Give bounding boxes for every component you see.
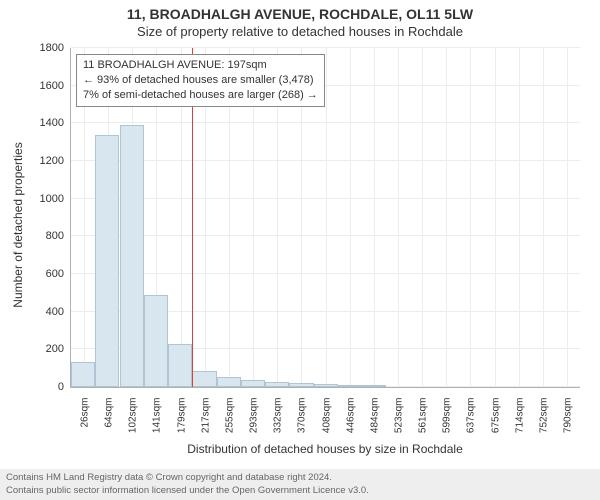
- y-tick-label: 1800: [4, 42, 64, 54]
- y-tick-label: 800: [4, 230, 64, 242]
- y-tick-label: 600: [4, 268, 64, 280]
- page-title: 11, BROADHALGH AVENUE, ROCHDALE, OL11 5L…: [0, 0, 600, 22]
- y-tick-label: 1200: [4, 155, 64, 167]
- histogram-bar: [168, 344, 192, 387]
- page: 11, BROADHALGH AVENUE, ROCHDALE, OL11 5L…: [0, 0, 600, 500]
- gridline-v: [446, 48, 447, 387]
- footnote-line1: Contains HM Land Registry data © Crown c…: [6, 472, 594, 484]
- y-tick-label: 1000: [4, 193, 64, 205]
- histogram-bar: [120, 125, 144, 387]
- gridline-v: [374, 48, 375, 387]
- histogram-bar: [217, 377, 241, 387]
- page-subtitle: Size of property relative to detached ho…: [0, 22, 600, 39]
- histogram-bar: [95, 135, 119, 387]
- gridline-v: [543, 48, 544, 387]
- histogram-bar: [338, 385, 362, 387]
- gridline-v: [567, 48, 568, 387]
- footnote-line2: Contains public sector information licen…: [6, 485, 594, 497]
- histogram-bar: [144, 295, 168, 387]
- info-box-line: ← 93% of detached houses are smaller (3,…: [83, 73, 318, 88]
- gridline-v: [398, 48, 399, 387]
- y-tick-label: 400: [4, 306, 64, 318]
- x-axis-label: Distribution of detached houses by size …: [70, 442, 580, 456]
- histogram-bar: [289, 383, 313, 387]
- histogram-bar: [362, 385, 386, 387]
- info-box-line: 7% of semi-detached houses are larger (2…: [83, 88, 318, 103]
- info-box: 11 BROADHALGH AVENUE: 197sqm← 93% of det…: [76, 54, 325, 107]
- y-tick-label: 0: [4, 381, 64, 393]
- y-tick-label: 1600: [4, 80, 64, 92]
- histogram-bar: [192, 371, 216, 387]
- info-box-line: 11 BROADHALGH AVENUE: 197sqm: [83, 58, 318, 73]
- histogram-bar: [241, 380, 265, 387]
- footnote: Contains HM Land Registry data © Crown c…: [0, 469, 600, 500]
- histogram-bar: [265, 382, 289, 387]
- gridline-v: [519, 48, 520, 387]
- gridline-v: [350, 48, 351, 387]
- gridline-v: [470, 48, 471, 387]
- gridline-v: [326, 48, 327, 387]
- histogram-bar: [314, 384, 338, 387]
- y-tick-label: 1400: [4, 117, 64, 129]
- gridline-v: [422, 48, 423, 387]
- y-tick-label: 200: [4, 343, 64, 355]
- gridline-v: [495, 48, 496, 387]
- chart-area: 11 BROADHALGH AVENUE: 197sqm← 93% of det…: [70, 48, 580, 388]
- histogram-bar: [71, 362, 95, 387]
